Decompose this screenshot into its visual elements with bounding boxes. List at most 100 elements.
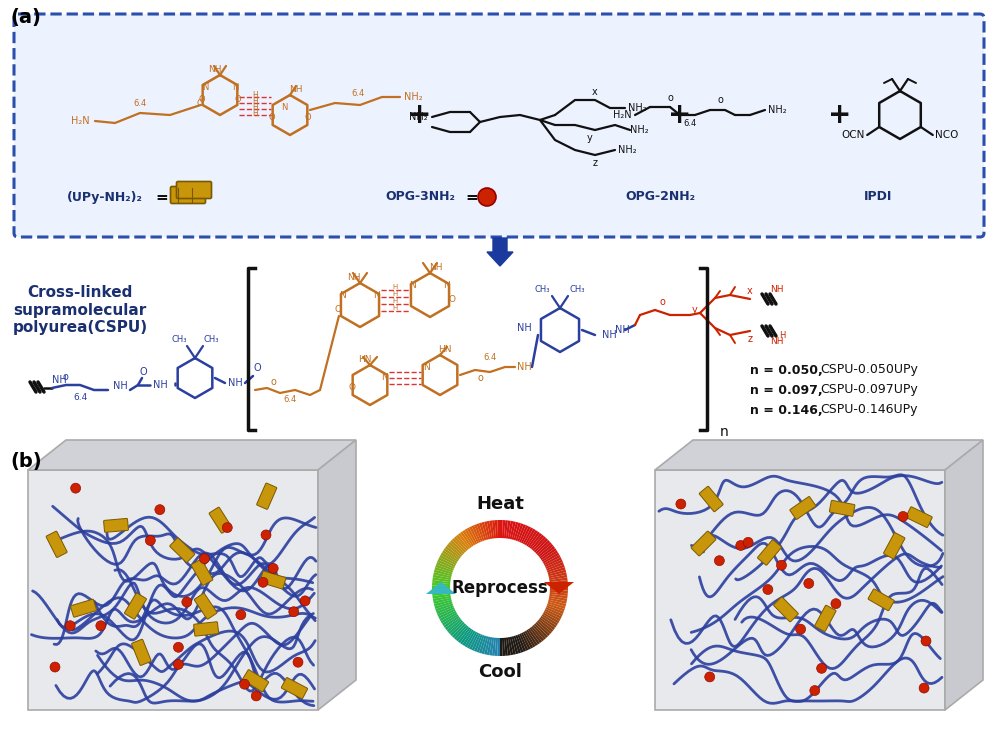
Circle shape bbox=[817, 663, 827, 673]
Wedge shape bbox=[450, 540, 465, 554]
Text: 6.4: 6.4 bbox=[483, 354, 497, 363]
Text: NH₂: NH₂ bbox=[768, 105, 787, 115]
Text: +: + bbox=[668, 101, 692, 129]
Wedge shape bbox=[435, 602, 452, 609]
Text: OPG-3NH₂: OPG-3NH₂ bbox=[385, 191, 455, 203]
Text: Reprocess: Reprocess bbox=[452, 579, 548, 597]
Text: CH₃: CH₃ bbox=[570, 286, 586, 295]
Wedge shape bbox=[500, 520, 503, 538]
Text: CH₃: CH₃ bbox=[534, 286, 550, 295]
Text: OCN: OCN bbox=[841, 130, 865, 140]
Text: NH: NH bbox=[153, 380, 167, 390]
Circle shape bbox=[182, 597, 192, 607]
Wedge shape bbox=[517, 524, 526, 542]
Wedge shape bbox=[438, 609, 455, 619]
Wedge shape bbox=[543, 553, 559, 564]
Text: NH: NH bbox=[615, 325, 630, 335]
Wedge shape bbox=[469, 526, 479, 543]
Text: NH: NH bbox=[602, 330, 617, 340]
Wedge shape bbox=[500, 638, 503, 656]
Wedge shape bbox=[531, 534, 544, 550]
Text: N: N bbox=[340, 290, 346, 300]
Text: =: = bbox=[156, 189, 168, 205]
Wedge shape bbox=[441, 553, 457, 564]
Wedge shape bbox=[497, 638, 500, 656]
Circle shape bbox=[743, 537, 753, 548]
Wedge shape bbox=[550, 590, 568, 594]
Text: H: H bbox=[392, 291, 398, 297]
Wedge shape bbox=[523, 527, 533, 545]
Wedge shape bbox=[528, 629, 540, 645]
Circle shape bbox=[50, 662, 60, 672]
Wedge shape bbox=[433, 575, 451, 580]
FancyBboxPatch shape bbox=[691, 531, 716, 556]
Wedge shape bbox=[534, 624, 548, 638]
Wedge shape bbox=[445, 546, 461, 558]
Circle shape bbox=[776, 560, 786, 570]
Polygon shape bbox=[655, 470, 945, 710]
Circle shape bbox=[300, 596, 310, 606]
Wedge shape bbox=[476, 523, 485, 541]
Wedge shape bbox=[487, 520, 492, 539]
Polygon shape bbox=[28, 440, 356, 470]
Circle shape bbox=[145, 536, 155, 545]
Wedge shape bbox=[515, 635, 524, 653]
Circle shape bbox=[173, 659, 183, 670]
Text: NH: NH bbox=[770, 284, 784, 294]
Wedge shape bbox=[545, 559, 563, 569]
FancyBboxPatch shape bbox=[124, 593, 146, 619]
Wedge shape bbox=[432, 583, 450, 586]
Circle shape bbox=[251, 691, 261, 701]
Text: N: N bbox=[202, 83, 208, 91]
FancyBboxPatch shape bbox=[281, 678, 308, 699]
FancyArrow shape bbox=[487, 238, 513, 266]
Wedge shape bbox=[549, 594, 568, 599]
Wedge shape bbox=[550, 586, 568, 588]
Text: NH: NH bbox=[52, 375, 67, 385]
Text: (b): (b) bbox=[10, 452, 42, 471]
Wedge shape bbox=[447, 619, 462, 632]
Wedge shape bbox=[456, 626, 469, 641]
Wedge shape bbox=[467, 632, 477, 648]
Wedge shape bbox=[442, 550, 458, 562]
Text: N: N bbox=[381, 373, 387, 382]
Circle shape bbox=[705, 672, 715, 682]
Wedge shape bbox=[528, 531, 540, 548]
Wedge shape bbox=[532, 625, 546, 640]
FancyBboxPatch shape bbox=[906, 507, 932, 528]
Wedge shape bbox=[436, 605, 454, 614]
Wedge shape bbox=[447, 544, 462, 557]
Text: NH: NH bbox=[289, 85, 303, 94]
Circle shape bbox=[293, 657, 303, 667]
Wedge shape bbox=[432, 588, 450, 591]
Circle shape bbox=[261, 530, 271, 540]
Text: N: N bbox=[423, 363, 429, 371]
FancyBboxPatch shape bbox=[132, 639, 151, 665]
Text: HN: HN bbox=[438, 346, 452, 355]
Text: Cool: Cool bbox=[478, 663, 522, 681]
FancyBboxPatch shape bbox=[14, 14, 984, 237]
Text: NH: NH bbox=[770, 336, 784, 346]
Wedge shape bbox=[512, 522, 518, 540]
Circle shape bbox=[804, 578, 814, 588]
Circle shape bbox=[736, 540, 746, 550]
Wedge shape bbox=[450, 622, 465, 636]
Wedge shape bbox=[547, 604, 565, 612]
Wedge shape bbox=[437, 607, 455, 616]
Wedge shape bbox=[482, 522, 488, 540]
Circle shape bbox=[898, 512, 908, 521]
Wedge shape bbox=[489, 520, 494, 539]
FancyBboxPatch shape bbox=[257, 483, 277, 510]
FancyBboxPatch shape bbox=[829, 500, 855, 516]
Wedge shape bbox=[545, 607, 563, 616]
Text: =: = bbox=[466, 189, 478, 205]
Wedge shape bbox=[443, 616, 460, 628]
Wedge shape bbox=[526, 629, 538, 646]
Wedge shape bbox=[460, 629, 472, 645]
Circle shape bbox=[921, 636, 931, 646]
Circle shape bbox=[240, 679, 250, 689]
Text: OPG-2NH₂: OPG-2NH₂ bbox=[625, 191, 695, 203]
Text: NH₂: NH₂ bbox=[409, 112, 428, 122]
Text: O: O bbox=[335, 305, 342, 314]
Circle shape bbox=[71, 483, 81, 493]
